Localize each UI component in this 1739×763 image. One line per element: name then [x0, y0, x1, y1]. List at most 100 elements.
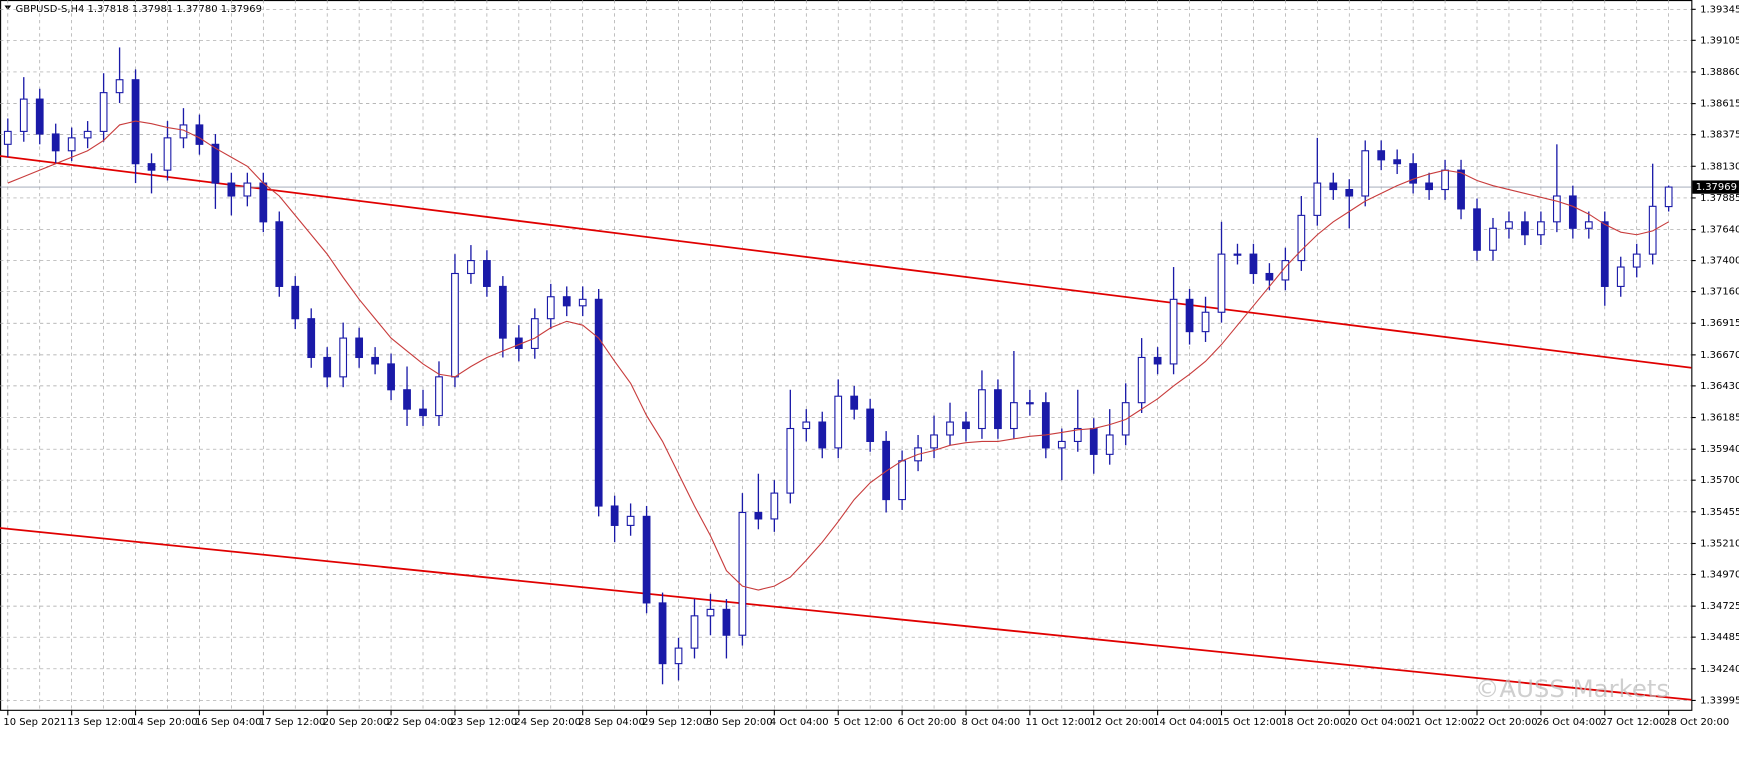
y-tick-label: 1.35455 — [1700, 507, 1739, 518]
candle-body — [451, 272, 459, 378]
y-tick-label: 1.34725 — [1700, 601, 1739, 612]
candle-body — [19, 98, 28, 132]
candle-body — [1409, 163, 1418, 184]
x-tick-label: 6 Oct 20:00 — [898, 717, 957, 728]
candle-body — [323, 356, 332, 378]
x-tick-label: 16 Sep 04:00 — [195, 717, 262, 728]
candle-body — [1137, 356, 1146, 404]
candle-body — [1537, 221, 1545, 236]
candle-body — [1377, 150, 1386, 161]
candle-body — [546, 296, 555, 320]
candle-body — [642, 515, 651, 604]
candle-body — [67, 137, 76, 152]
candle-body — [1648, 205, 1657, 255]
candle-body — [850, 395, 859, 410]
x-tick-label: 10 Sep 2021 — [3, 717, 66, 728]
x-tick-label: 4 Oct 04:00 — [770, 717, 829, 728]
x-tick-label: 28 Sep 04:00 — [578, 717, 645, 728]
y-tick-label: 1.36185 — [1700, 413, 1739, 424]
candle-body — [1233, 253, 1242, 256]
x-tick-label: 11 Oct 12:00 — [1025, 717, 1090, 728]
x-tick-label: 21 Oct 12:00 — [1409, 717, 1474, 728]
y-tick-label: 1.38130 — [1700, 161, 1739, 172]
candle-body — [1185, 298, 1194, 333]
candle-body — [1425, 182, 1433, 191]
trendline — [0, 527, 1692, 701]
candle-body — [195, 124, 204, 145]
candle-body — [1632, 253, 1641, 268]
y-tick-label: 1.38860 — [1700, 67, 1739, 78]
candle-body — [962, 421, 970, 430]
x-tick-label: 8 Oct 04:00 — [962, 717, 1021, 728]
candle-body — [259, 182, 268, 223]
candle-body — [83, 130, 92, 139]
candle-body — [291, 285, 300, 320]
candle-body — [3, 130, 12, 145]
candle-body — [626, 515, 635, 526]
candle-body — [498, 285, 507, 339]
candle-body — [690, 615, 699, 649]
candle-body — [387, 363, 395, 391]
x-tick-label: 27 Oct 12:00 — [1600, 717, 1665, 728]
candle-body — [99, 92, 108, 132]
candle-body — [738, 511, 747, 636]
candle-body — [1217, 253, 1226, 313]
candle-body — [243, 182, 252, 197]
candle-body — [866, 408, 875, 442]
candle-body — [1584, 221, 1593, 229]
candle-body — [994, 389, 1002, 430]
x-tick-label: 26 Oct 04:00 — [1536, 717, 1601, 728]
y-tick-label: 1.34485 — [1700, 632, 1739, 643]
candle-body — [1441, 169, 1449, 191]
candle-body — [1521, 221, 1529, 236]
candle-body — [1105, 434, 1114, 455]
candle-body — [1489, 227, 1497, 251]
candle-body — [1201, 311, 1210, 333]
candle-body — [722, 608, 731, 636]
candle-body — [435, 376, 443, 417]
candle-body — [1041, 402, 1050, 449]
y-tick-label: 1.39105 — [1700, 35, 1739, 46]
candle-body — [978, 389, 986, 430]
candle-body — [1025, 402, 1034, 405]
x-tick-label: 12 Oct 20:00 — [1089, 717, 1154, 728]
candle-body — [930, 434, 938, 449]
candle-body — [371, 356, 379, 365]
candle-body — [1313, 182, 1322, 216]
candle-body — [834, 395, 843, 449]
x-tick-label: 18 Oct 20:00 — [1281, 717, 1346, 728]
x-tick-label: 24 Sep 20:00 — [514, 717, 581, 728]
candle-body — [403, 389, 411, 410]
y-tick-label: 1.37640 — [1700, 225, 1739, 236]
candle-body — [818, 421, 827, 449]
x-tick-label: 14 Sep 20:00 — [131, 717, 198, 728]
chart-title: GBPUSD-S,H4 1.37818 1.37981 1.37780 1.37… — [16, 4, 262, 15]
candle-body — [898, 460, 906, 501]
candle-body — [658, 602, 667, 665]
candle-body — [562, 296, 571, 307]
candle-body — [307, 318, 316, 359]
candle-body — [1089, 427, 1098, 455]
candle-body — [483, 260, 491, 287]
candle-body — [1153, 356, 1162, 365]
y-tick-label: 1.35940 — [1700, 444, 1739, 455]
x-tick-label: 13 Sep 12:00 — [67, 717, 134, 728]
candle-body — [754, 511, 763, 520]
y-tick-label: 1.37160 — [1700, 287, 1739, 298]
candle-body — [1057, 440, 1066, 449]
candle-body — [275, 221, 284, 287]
candle-body — [594, 298, 603, 507]
candle-body — [530, 318, 539, 349]
candle-body — [467, 260, 475, 275]
x-tick-label: 20 Sep 20:00 — [323, 717, 390, 728]
candle-body — [51, 133, 60, 152]
candle-body — [1552, 195, 1561, 223]
y-tick-label: 1.38615 — [1700, 99, 1739, 110]
moving-average — [7, 120, 1669, 591]
candle-body — [706, 608, 715, 617]
watermark: ©AUSS Markets — [1475, 674, 1669, 703]
candle-body — [1568, 195, 1577, 229]
y-tick-label: 1.36430 — [1700, 381, 1739, 392]
candle-body — [578, 298, 587, 307]
